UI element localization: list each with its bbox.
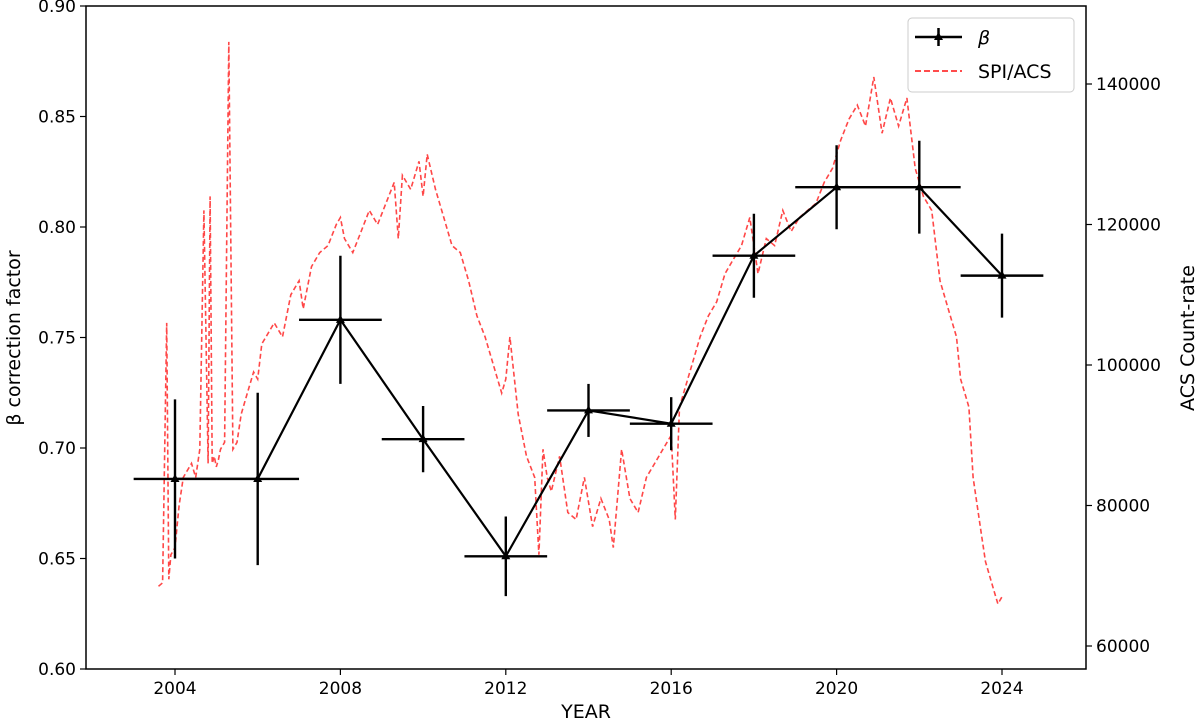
x-tick-label: 2012 — [484, 679, 527, 699]
beta-triangle-marker-icon — [997, 270, 1007, 279]
y-right-tick-label: 60000 — [1096, 637, 1150, 657]
y-right-tick-label: 140000 — [1096, 75, 1161, 95]
y-axis-left: 0.60 0.65 0.70 0.75 0.80 0.85 0.90 — [38, 0, 86, 680]
legend-beta-marker-icon — [915, 28, 962, 46]
y-left-tick-label: 0.85 — [38, 108, 76, 128]
legend-beta-label: β — [977, 27, 990, 49]
y-right-tick-label: 120000 — [1096, 216, 1161, 236]
x-tick-label: 2020 — [815, 679, 858, 699]
beta-series — [133, 140, 1044, 597]
x-tick-label: 2004 — [153, 679, 196, 699]
y-right-tick-label: 100000 — [1096, 356, 1161, 376]
y-axis-left-label: β correction factor — [3, 250, 25, 426]
x-axis-label: YEAR — [560, 701, 611, 723]
beta-triangle-marker-icon — [832, 182, 842, 191]
beta-triangle-marker-icon — [501, 551, 511, 560]
x-tick-label: 2024 — [980, 679, 1023, 699]
beta-triangle-marker-icon — [666, 418, 676, 427]
y-left-tick-label: 0.60 — [38, 660, 76, 680]
beta-triangle-marker-icon — [418, 434, 428, 443]
y-left-tick-label: 0.90 — [38, 0, 76, 17]
y-axis-right-label: ACS Count-rate — [1177, 265, 1199, 411]
y-left-tick-label: 0.65 — [38, 550, 76, 570]
acs-series — [157, 41, 1003, 606]
beta-triangle-marker-icon — [170, 473, 180, 482]
legend: β SPI/ACS — [907, 17, 1075, 93]
y-right-tick-label: 80000 — [1096, 497, 1150, 517]
beta-triangle-marker-icon — [749, 250, 759, 259]
x-tick-label: 2016 — [650, 679, 693, 699]
beta-triangle-marker-icon — [584, 405, 593, 414]
plot-frame — [85, 5, 1087, 670]
y-left-tick-label: 0.70 — [38, 439, 76, 459]
y-left-tick-label: 0.80 — [38, 218, 76, 238]
x-axis: 2004 2008 2012 2016 2020 2024 — [153, 669, 1024, 699]
x-tick-label: 2008 — [319, 679, 362, 699]
beta-triangle-marker-icon — [914, 182, 924, 191]
legend-acs-label: SPI/ACS — [978, 61, 1052, 83]
y-axis-right: 60000 80000 100000 120000 140000 — [1086, 75, 1161, 657]
acs-line — [157, 41, 1003, 606]
beta-triangle-marker-icon — [253, 473, 263, 482]
beta-triangle-marker-icon — [335, 314, 345, 323]
y-left-tick-label: 0.75 — [38, 329, 76, 349]
